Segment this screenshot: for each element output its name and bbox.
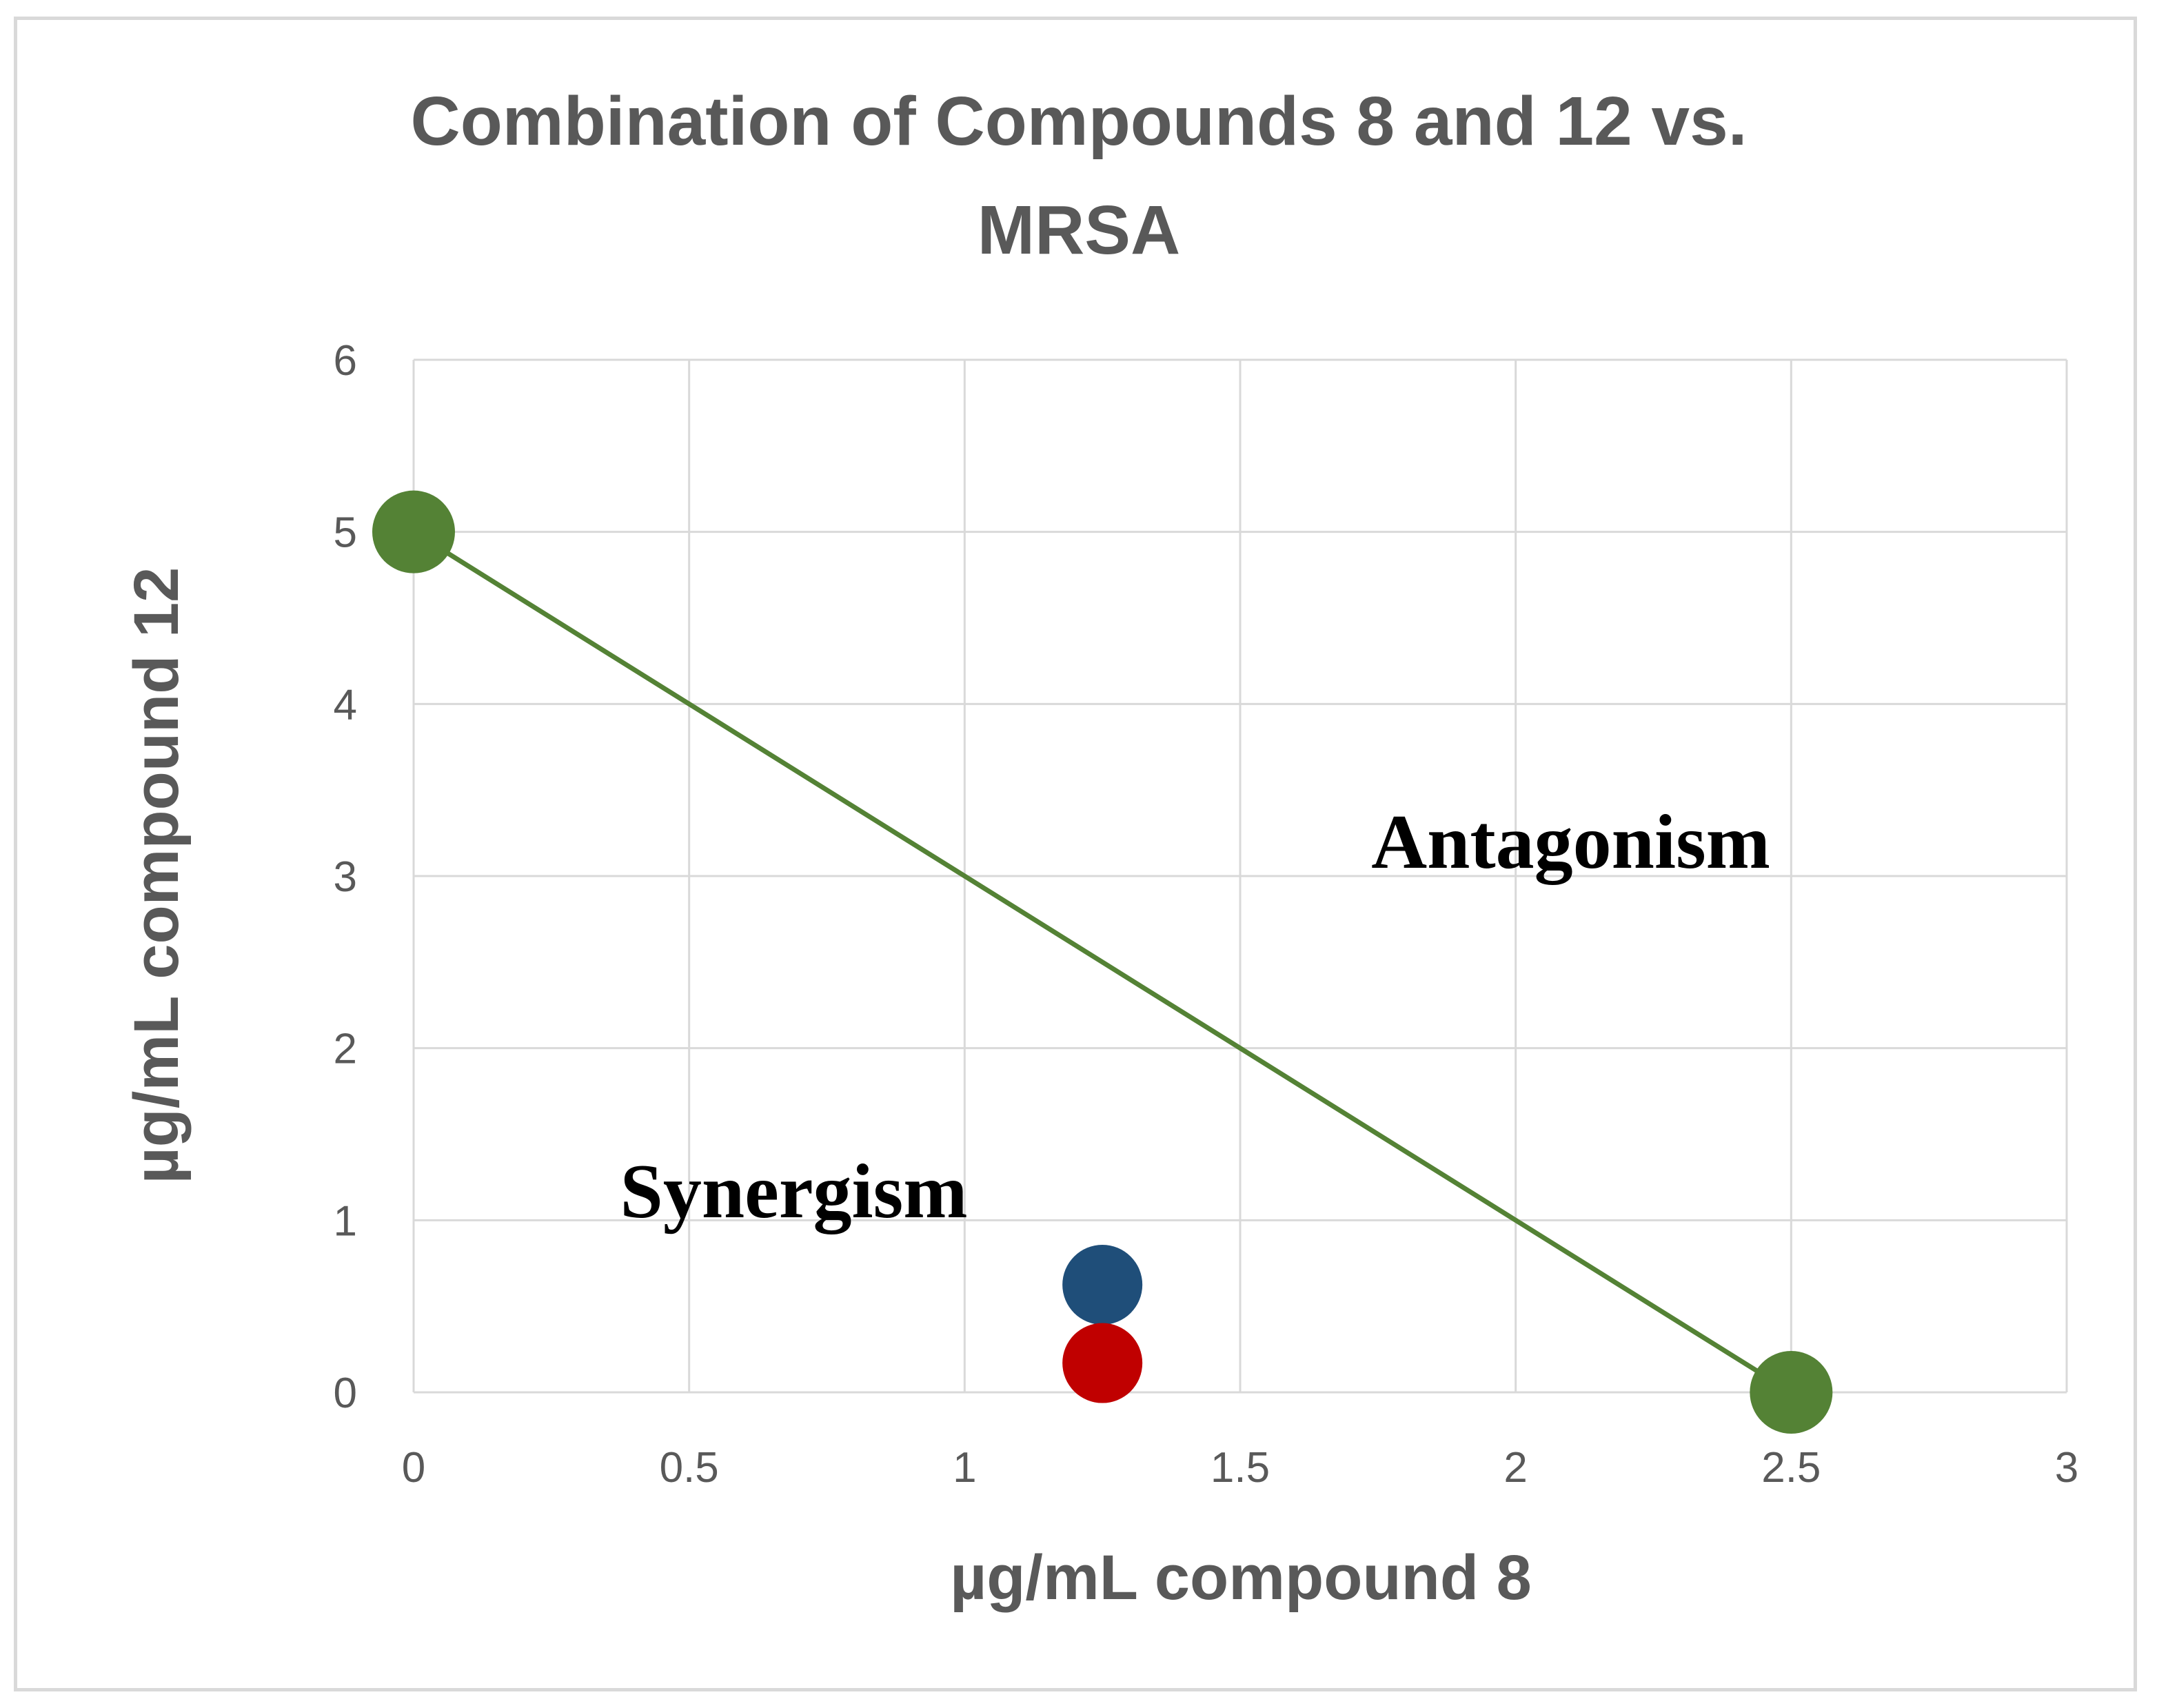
x-tick-label: 3 [2055, 1444, 2078, 1492]
combination-point-marker [1062, 1323, 1143, 1403]
data-points [372, 490, 1833, 1434]
isobole-line [412, 529, 1793, 1394]
x-tick-label: 2.5 [1761, 1444, 1821, 1492]
combination-point-marker [1062, 1244, 1143, 1325]
tick-labels: 0 0.5 1 1.5 2 2.5 3 0 1 2 3 4 5 6 [334, 337, 2079, 1492]
x-axis-title: µg/mL compound 8 [950, 1543, 1532, 1613]
y-tick-label: 6 [334, 337, 357, 385]
x-tick-label: 1 [953, 1444, 976, 1492]
region-label-antagonism: Antagonism [1371, 800, 1770, 885]
isobole-endpoint-marker [1750, 1351, 1833, 1434]
region-label-synergism: Synergism [620, 1149, 968, 1234]
grid [412, 358, 2068, 1394]
isobole-endpoint-marker [372, 490, 455, 573]
x-tick-label: 0.5 [660, 1444, 719, 1492]
isobole-series [412, 529, 1793, 1394]
chart-title-line-2: MRSA [978, 192, 1180, 269]
x-tick-label: 1.5 [1211, 1444, 1270, 1492]
y-tick-label: 0 [334, 1370, 357, 1417]
y-tick-label: 4 [334, 681, 357, 729]
y-tick-label: 5 [334, 509, 357, 557]
y-tick-label: 2 [334, 1026, 357, 1073]
x-tick-label: 2 [1503, 1444, 1527, 1492]
y-axis-title: µg/mL compound 12 [121, 567, 192, 1184]
x-tick-label: 0 [402, 1444, 425, 1492]
y-tick-label: 1 [334, 1197, 357, 1245]
chart-title-line-1: Combination of Compounds 8 and 12 vs. [410, 83, 1747, 160]
y-tick-label: 3 [334, 853, 357, 901]
region-labels: Antagonism Synergism [620, 800, 1770, 1234]
